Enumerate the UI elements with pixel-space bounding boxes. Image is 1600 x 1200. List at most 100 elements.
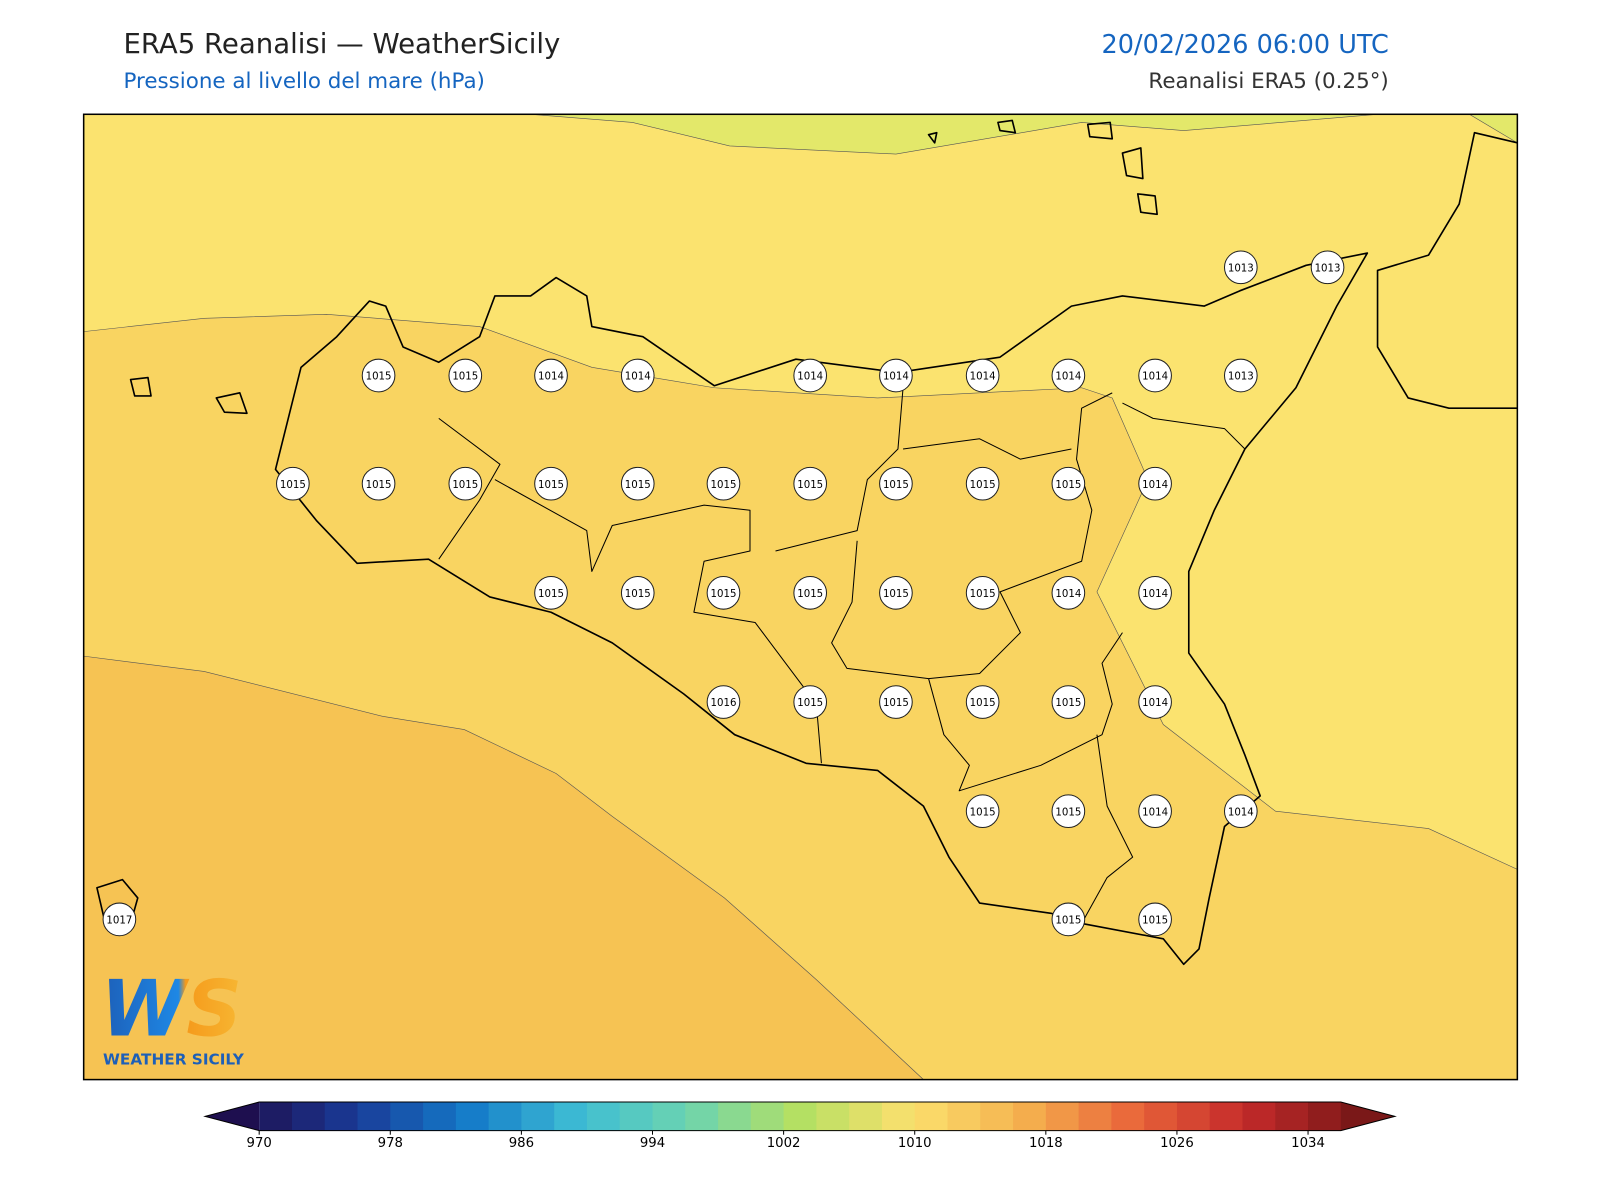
station-pressure: 1014 bbox=[1142, 698, 1168, 709]
station-pressure: 1013 bbox=[1315, 263, 1341, 274]
colorbar-bin bbox=[1176, 1102, 1211, 1131]
station-pressure: 1015 bbox=[1055, 480, 1081, 491]
station-pressure: 1015 bbox=[970, 807, 996, 818]
station-marker bbox=[1051, 794, 1086, 829]
colorbar-bin bbox=[783, 1102, 817, 1131]
datetime: 20/02/2026 06:00 UTC bbox=[1102, 30, 1389, 60]
station-marker bbox=[965, 685, 1000, 719]
station-marker bbox=[361, 466, 396, 501]
colorbar-bin bbox=[947, 1102, 981, 1131]
station-pressure: 1016 bbox=[711, 698, 737, 709]
colorbar-bin bbox=[1144, 1102, 1178, 1131]
station-marker bbox=[1051, 576, 1086, 610]
province-borders bbox=[438, 387, 1246, 924]
colorbar-bin bbox=[980, 1102, 1014, 1131]
station-pressure: 1015 bbox=[970, 480, 996, 491]
colorbar-bin bbox=[1275, 1102, 1309, 1131]
colorbar-bin bbox=[259, 1102, 293, 1131]
station-marker bbox=[276, 466, 310, 501]
station-marker bbox=[1138, 466, 1172, 501]
station-pressure: 1013 bbox=[1228, 263, 1254, 274]
station-marker bbox=[1310, 250, 1345, 285]
station-pressure: 1017 bbox=[106, 915, 132, 926]
station-marker bbox=[879, 576, 913, 610]
station-pressure: 1015 bbox=[280, 480, 306, 491]
colorbar-bin bbox=[423, 1102, 457, 1131]
colorbar-bin bbox=[1111, 1102, 1145, 1131]
station-marker bbox=[534, 466, 568, 501]
station-pressure: 1015 bbox=[366, 372, 392, 383]
station-pressure: 1013 bbox=[1228, 372, 1254, 383]
colorbar-bin bbox=[718, 1102, 752, 1131]
colorbar-bin bbox=[1308, 1102, 1342, 1131]
colorbar-bin bbox=[1209, 1102, 1243, 1131]
colorbar-bin bbox=[750, 1102, 785, 1131]
station-pressure: 1015 bbox=[883, 480, 909, 491]
station-pressure: 1015 bbox=[970, 589, 996, 600]
station-pressure: 1015 bbox=[883, 698, 909, 709]
station-marker bbox=[534, 576, 568, 610]
colorbar-tick-label: 994 bbox=[640, 1136, 665, 1151]
colorbar-bin bbox=[455, 1102, 490, 1131]
colorbar-bin bbox=[881, 1102, 916, 1131]
colorbar-bin bbox=[1013, 1102, 1047, 1131]
station-marker bbox=[793, 466, 828, 501]
station-marker bbox=[1051, 902, 1086, 937]
station-marker bbox=[620, 466, 655, 501]
title: ERA5 Reanalisi — WeatherSicily bbox=[123, 28, 560, 60]
station-pressure: 1015 bbox=[711, 480, 737, 491]
station-marker bbox=[879, 466, 913, 501]
subtitle: Pressione al livello del mare (hPa) bbox=[123, 69, 484, 94]
station-pressure: 1015 bbox=[1055, 807, 1081, 818]
station-pressure: 1015 bbox=[970, 698, 996, 709]
colorbar-outline bbox=[203, 1101, 1397, 1132]
pressure-band bbox=[530, 114, 1518, 155]
station-marker bbox=[1138, 794, 1172, 829]
station-marker bbox=[793, 576, 828, 610]
colorbar-bin bbox=[554, 1102, 588, 1131]
station-pressure: 1015 bbox=[1055, 698, 1081, 709]
station-pressure: 1015 bbox=[625, 480, 651, 491]
source: Reanalisi ERA5 (0.25°) bbox=[1148, 69, 1388, 94]
station-marker bbox=[1138, 358, 1172, 393]
colorbar-bin bbox=[586, 1102, 621, 1131]
station-marker bbox=[965, 794, 1000, 829]
logo-mark: WS bbox=[101, 965, 242, 1055]
colorbar-bin bbox=[291, 1102, 326, 1131]
colorbar-bin bbox=[652, 1102, 686, 1131]
station-marker bbox=[706, 576, 741, 610]
colorbar-tick-label: 978 bbox=[378, 1136, 403, 1151]
station-pressure: 1014 bbox=[1142, 807, 1168, 818]
station-marker bbox=[361, 358, 396, 393]
station-pressure: 1015 bbox=[797, 480, 823, 491]
islands bbox=[96, 119, 1158, 925]
station-pressure: 1015 bbox=[452, 372, 478, 383]
station-marker bbox=[793, 685, 828, 719]
station-pressure: 1015 bbox=[625, 589, 651, 600]
colorbar-bin bbox=[914, 1102, 949, 1131]
station-pressure: 1014 bbox=[797, 372, 823, 383]
station-marker bbox=[620, 576, 655, 610]
station-pressure: 1014 bbox=[1055, 372, 1081, 383]
station-pressure: 1015 bbox=[797, 698, 823, 709]
colorbar-bin bbox=[849, 1102, 883, 1131]
station-pressure: 1015 bbox=[883, 589, 909, 600]
colorbar-bin bbox=[1242, 1102, 1276, 1131]
logo-name: WEATHER SICILY bbox=[103, 1050, 245, 1068]
station-marker bbox=[1051, 358, 1086, 393]
station-marker bbox=[793, 358, 828, 393]
station-marker bbox=[1138, 576, 1172, 610]
station-marker bbox=[1051, 466, 1086, 501]
station-pressure: 1014 bbox=[1228, 807, 1254, 818]
colorbar-tick-label: 1002 bbox=[767, 1136, 801, 1151]
station-pressure: 1014 bbox=[625, 372, 651, 383]
station-marker bbox=[448, 466, 483, 501]
station-pressure: 1015 bbox=[538, 480, 564, 491]
station-marker bbox=[534, 358, 568, 393]
colorbar-bin bbox=[816, 1102, 850, 1131]
station-marker bbox=[1223, 794, 1258, 829]
colorbar-bin bbox=[685, 1102, 719, 1131]
station-pressure: 1015 bbox=[711, 589, 737, 600]
station-pressure: 1015 bbox=[797, 589, 823, 600]
